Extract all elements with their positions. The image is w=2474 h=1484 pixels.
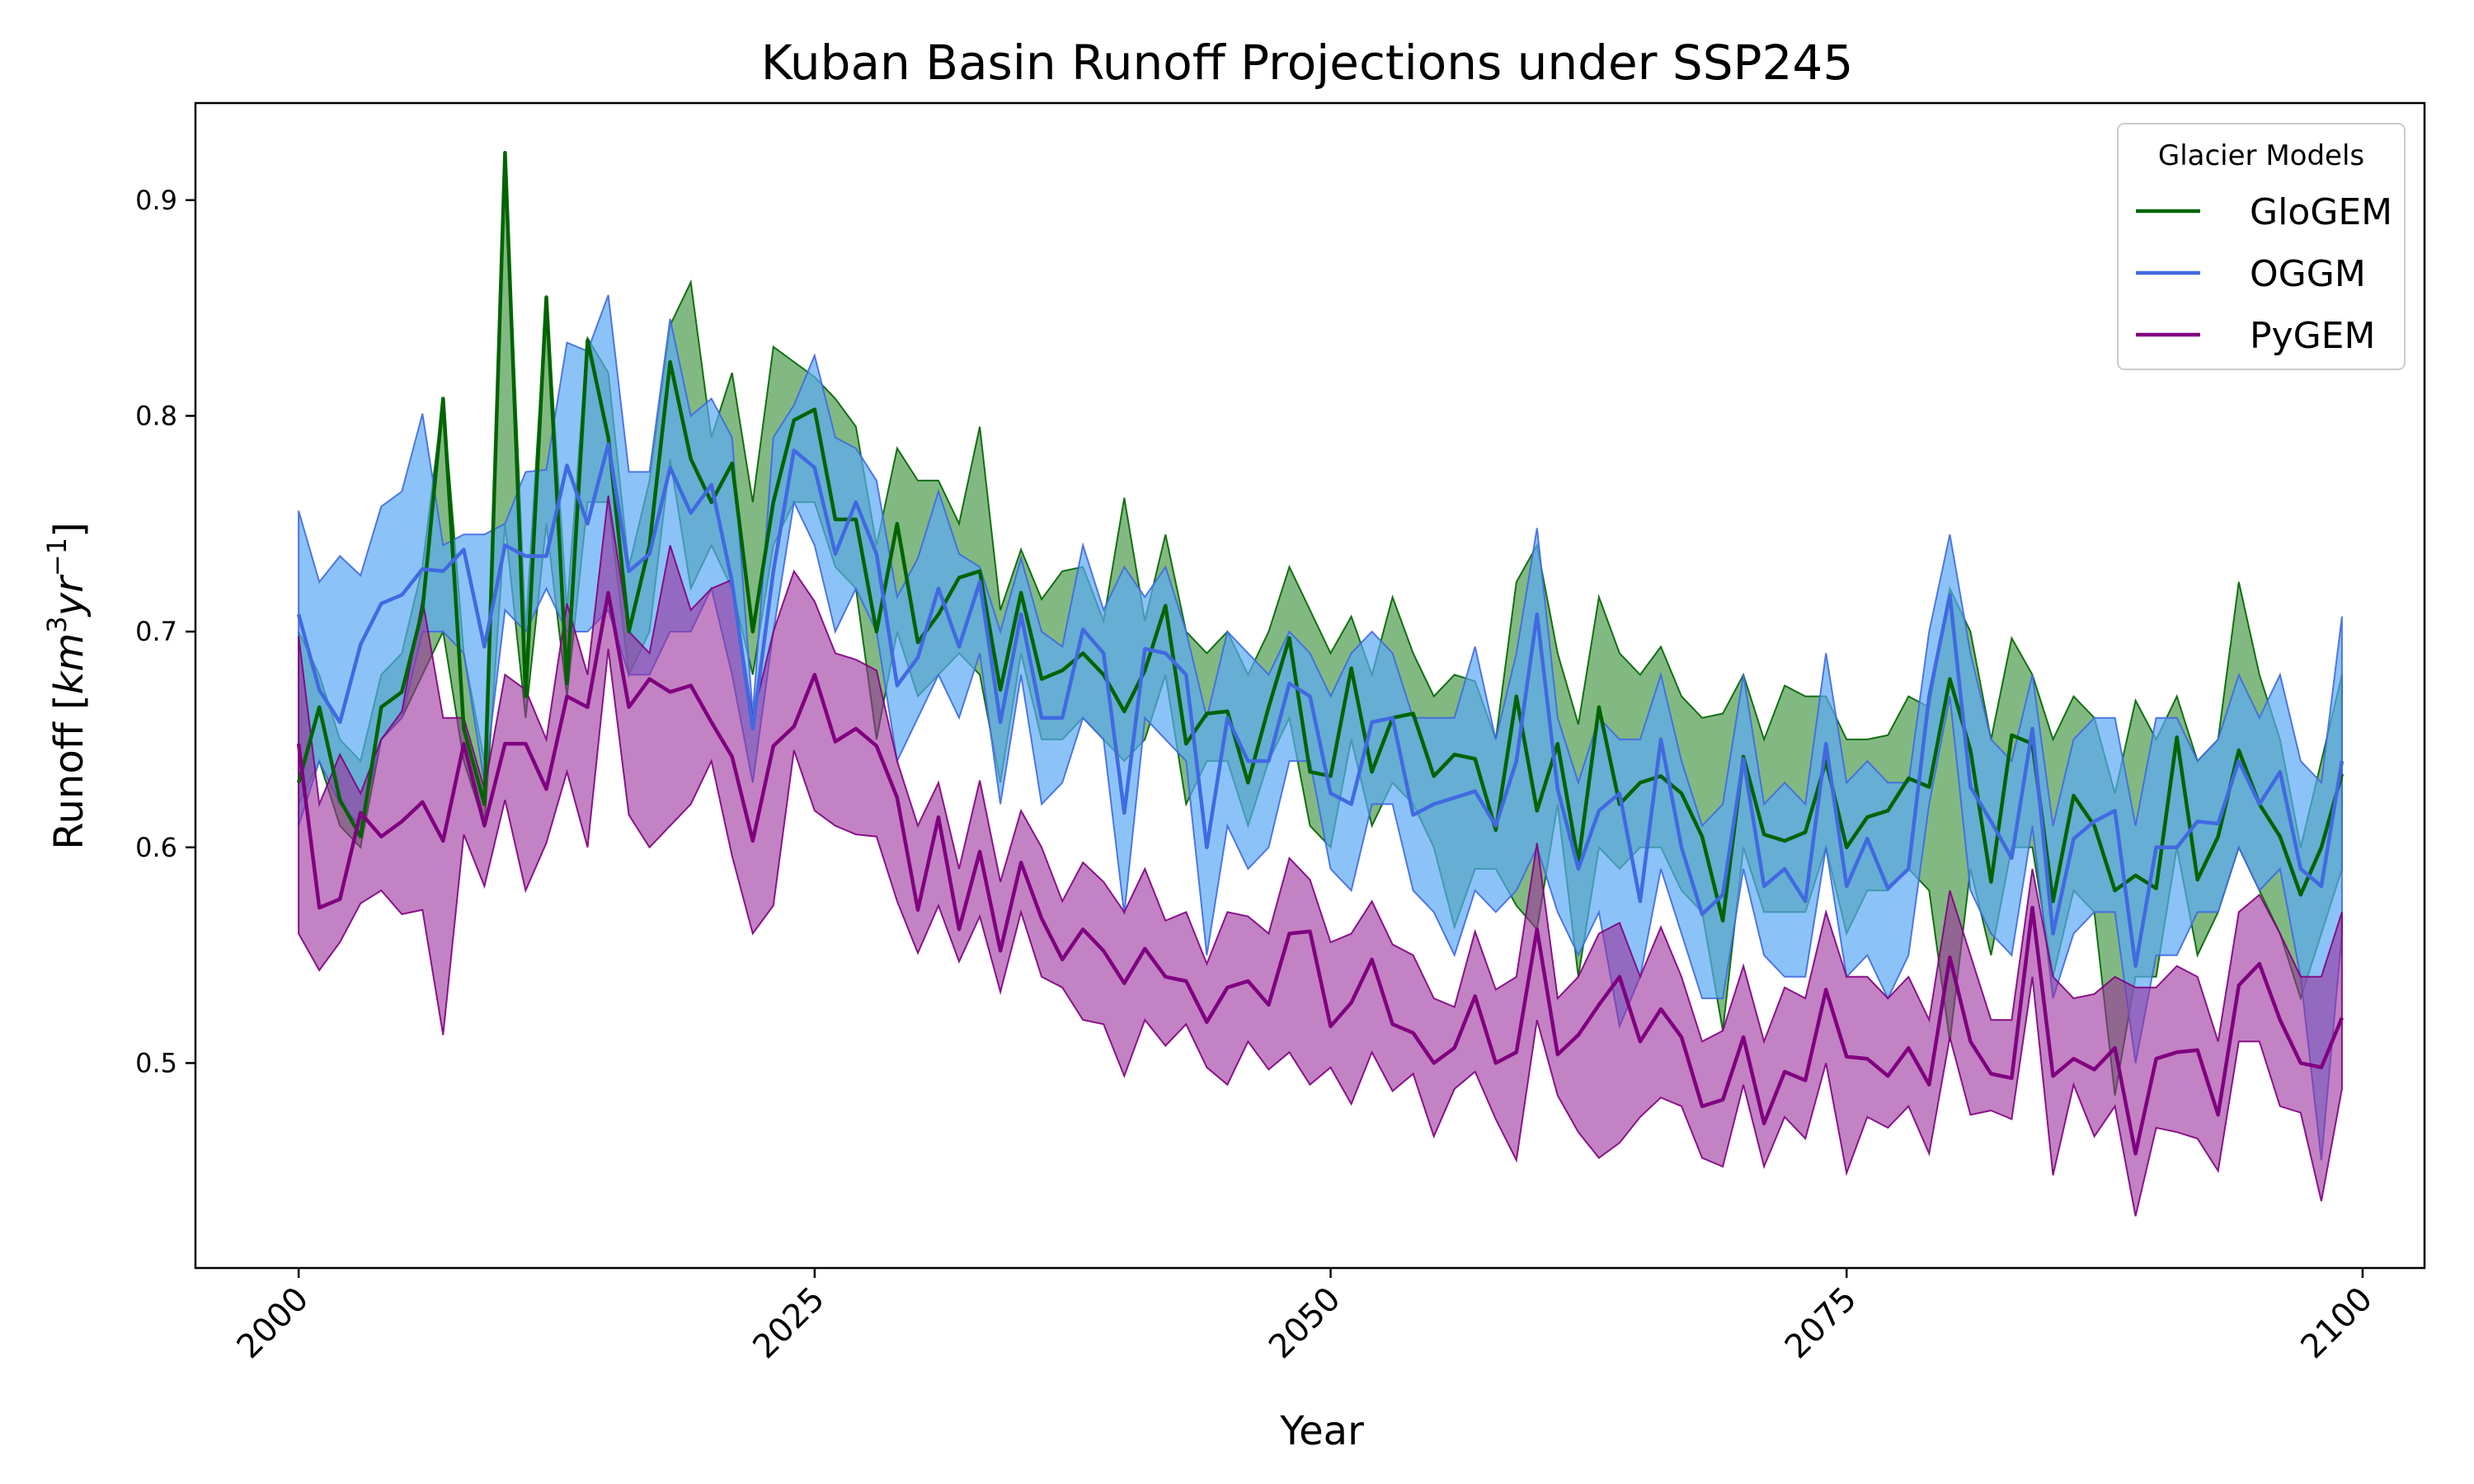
y-axis-label-unit-yr: yr (46, 574, 92, 618)
x-axis-label: Year (1279, 1408, 1364, 1454)
y-axis-label-sup-3: 3 (41, 616, 73, 632)
legend-title: Glacier Models (2158, 139, 2364, 172)
y-axis-label-unit-km: km (46, 633, 92, 695)
legend-label-glogem: GloGEM (2250, 191, 2392, 233)
y-axis-label-sup-minus1: −1 (41, 538, 73, 576)
x-tick-label: 2000 (230, 1280, 317, 1367)
y-tick-label: 0.9 (135, 185, 177, 216)
x-tick-label: 2100 (2293, 1280, 2380, 1367)
legend-label-oggm: OGGM (2250, 253, 2366, 295)
legend-box (2117, 123, 2406, 370)
plot-area (296, 150, 2345, 1217)
x-tick-label: 2050 (1262, 1280, 1348, 1367)
y-tick-label: 0.8 (135, 400, 177, 431)
x-tick-label: 2075 (1778, 1280, 1865, 1367)
legend-entries: GloGEM OGGM PyGEM (2136, 191, 2392, 357)
glogem-mean-line (296, 150, 2345, 923)
chart-title: Kuban Basin Runoff Projections under SSP… (761, 35, 1853, 91)
x-tick-label: 2025 (745, 1280, 832, 1367)
legend-label-pygem: PyGEM (2250, 315, 2375, 357)
y-tick-label: 0.6 (135, 832, 177, 863)
y-tick-label: 0.5 (135, 1047, 177, 1078)
pygem-mean-line (296, 590, 2344, 1156)
x-axis: 2000 2025 2050 2075 2100 (230, 1268, 2380, 1366)
plot-frame (194, 101, 2426, 1270)
y-tick-label: 0.7 (135, 616, 177, 647)
y-axis-label-suffix: ] (46, 522, 92, 538)
legend: Glacier Models GloGEM OGGM PyGEM (2117, 123, 2406, 370)
y-axis-label: Runoff [km3yr−1] (41, 522, 92, 849)
y-axis-label-prefix: Runoff [ (46, 694, 92, 849)
pygem-uncertainty-band (298, 495, 2343, 1217)
oggm-mean-line (296, 442, 2345, 968)
y-axis: 0.5 0.6 0.7 0.8 0.9 (135, 185, 195, 1078)
